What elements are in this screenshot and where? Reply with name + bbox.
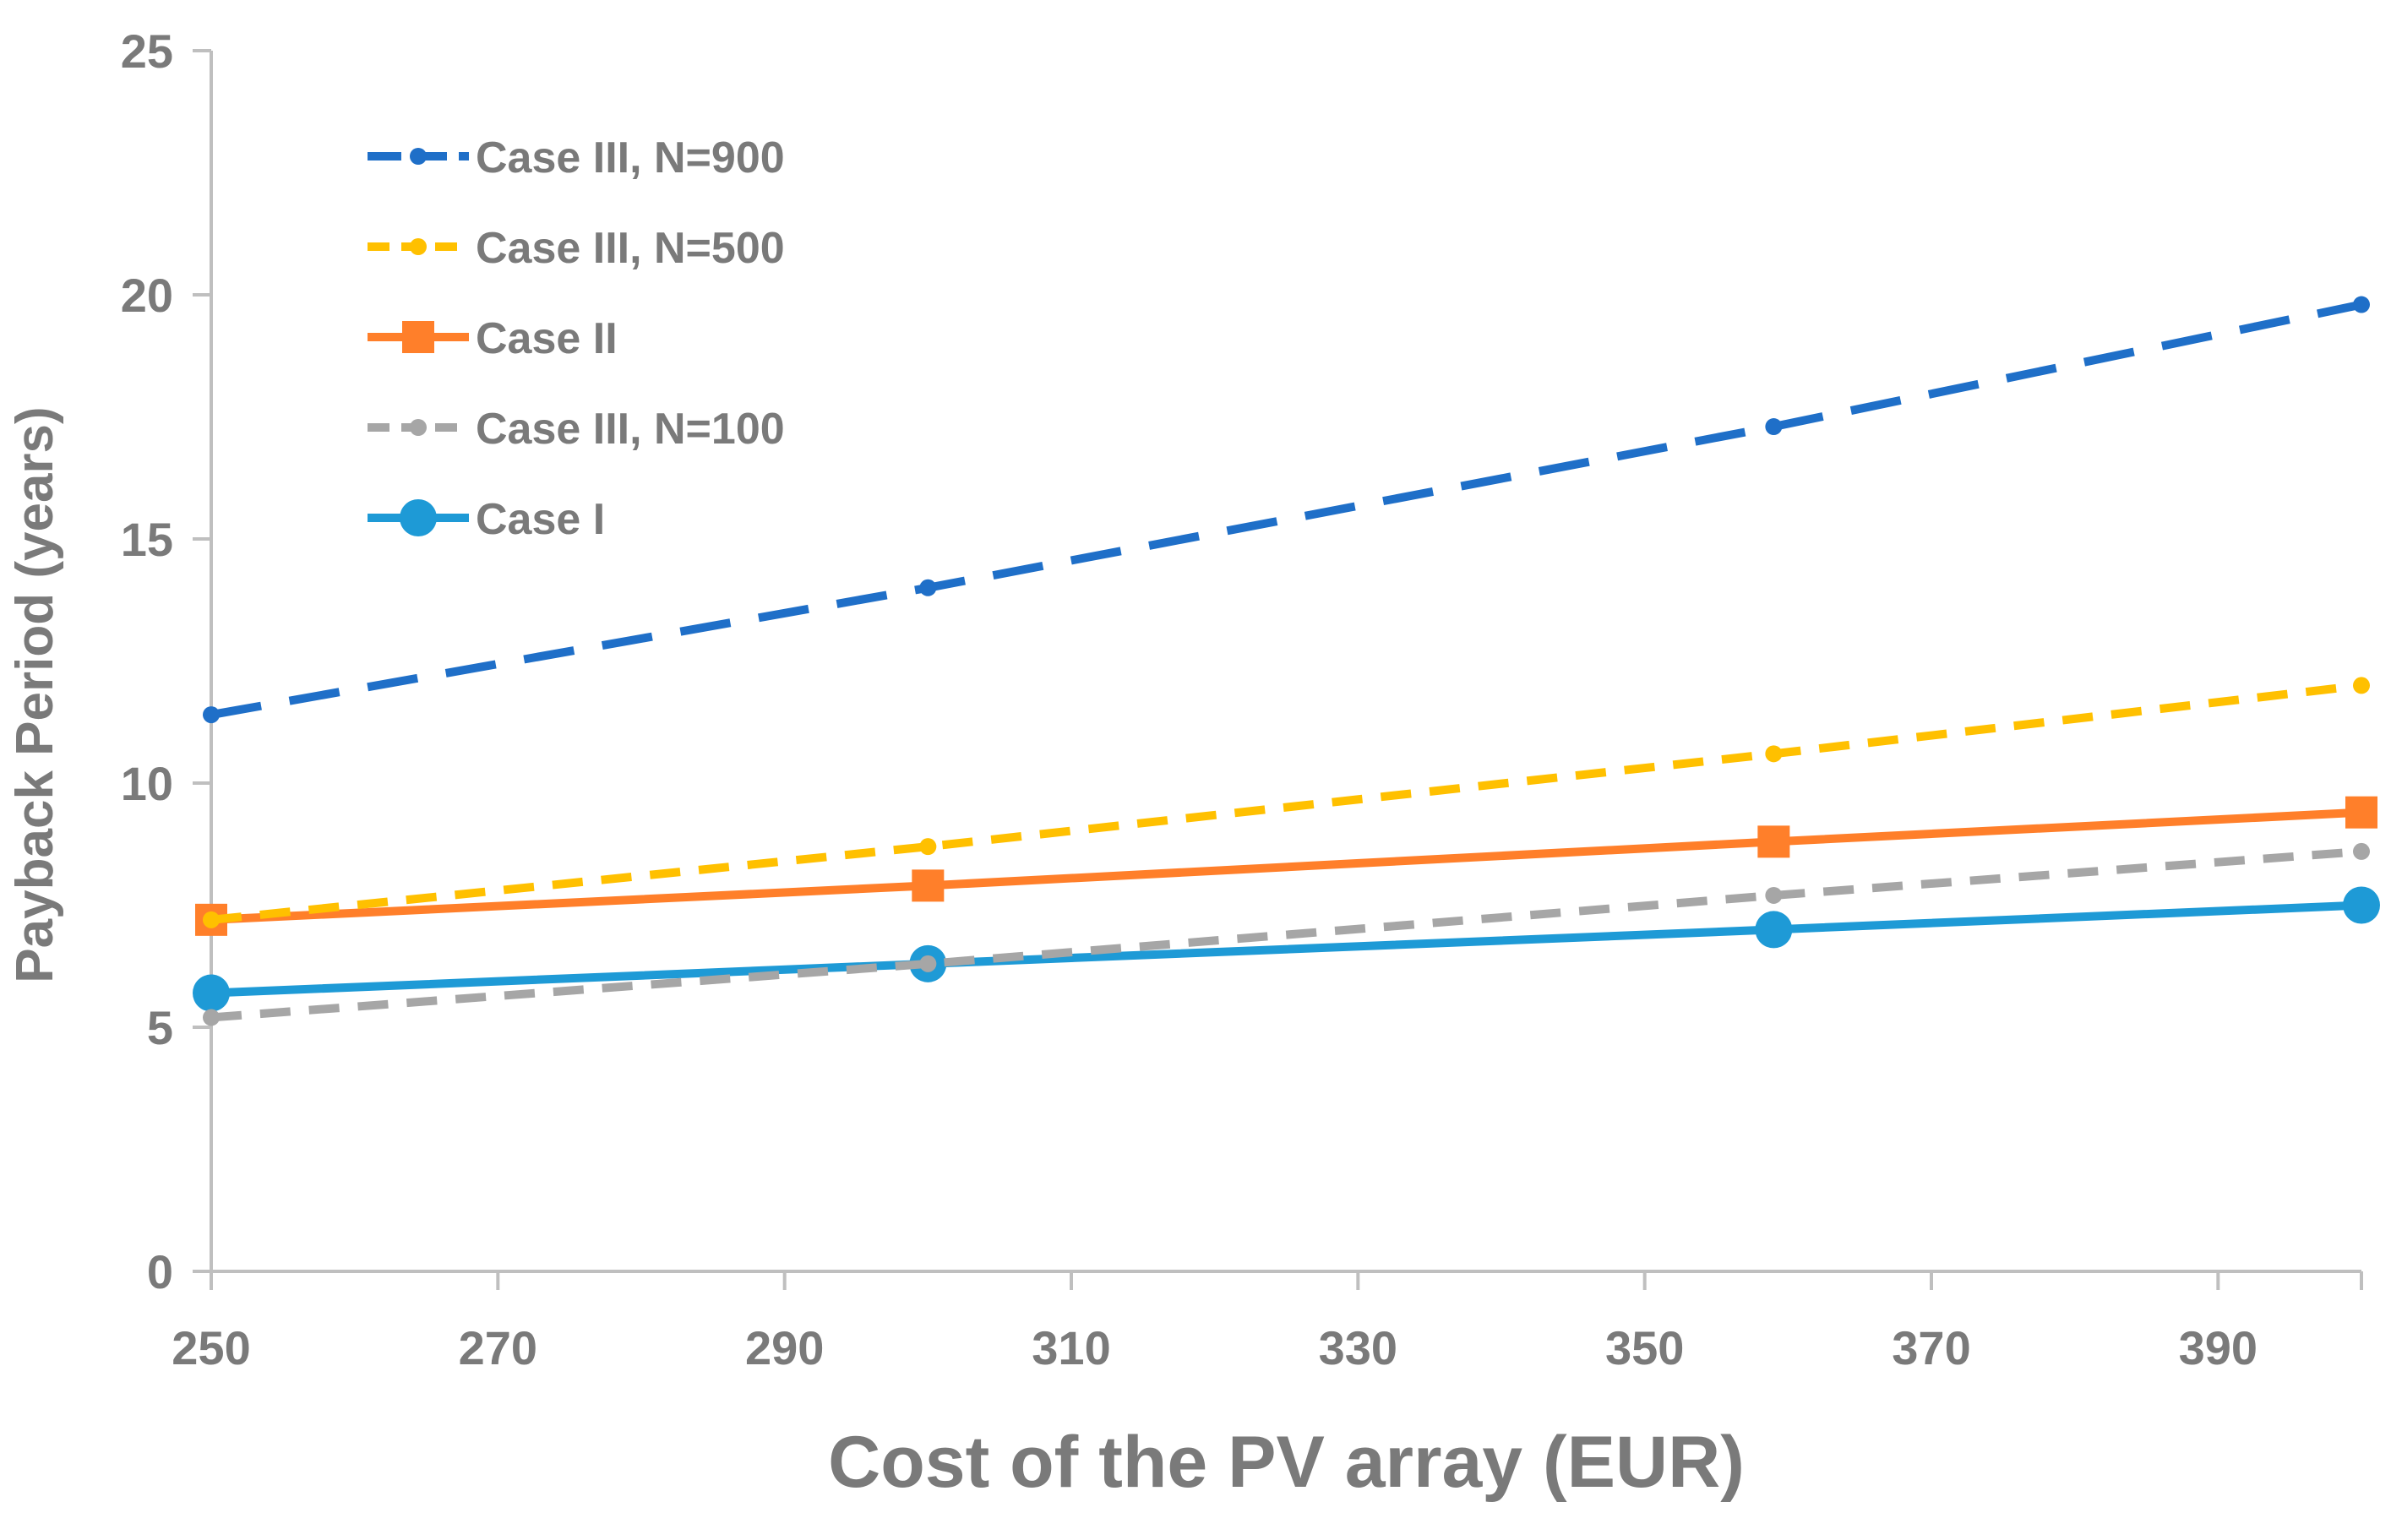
legend-label: Case III, N=500 [476,224,785,273]
x-tick-label: 310 [1032,1321,1110,1374]
x-tick-label: 330 [1319,1321,1397,1374]
legend: Case III, N=900 Case III, N=500 Case II Cas… [368,133,785,544]
y-tick-label: 5 [147,1001,173,1054]
y-tick-label: 15 [121,513,173,566]
series-line-case-iii-n-500 [210,681,2362,924]
data-point-case-iii-n-500 [2353,677,2370,694]
data-point-case-iii-n-100 [919,955,937,972]
series-line-case-iii-n-900 [210,300,2363,720]
data-point-case-ii [1757,825,1790,858]
legend-label: Case II [476,314,618,363]
legend-item-case-ii: Case II [368,314,618,363]
legend-swatch-marker [410,148,427,165]
x-tick-label: 250 [172,1321,250,1374]
data-point-case-iii-n-500 [1765,745,1783,763]
y-tick-label: 20 [121,269,173,322]
legend-item-case-iii-n-100: Case III, N=100 [368,405,785,454]
legend-label: Case I [476,495,605,544]
x-tick-label: 350 [1605,1321,1684,1374]
legend-item-case-iii-n-900: Case III, N=900 [368,133,785,182]
legend-label: Case III, N=900 [476,133,785,182]
x-tick-label: 290 [745,1321,824,1374]
data-point-case-i [193,974,230,1012]
data-point-case-iii-n-500 [919,838,937,856]
series-case-ii [195,796,2377,936]
legend-item-case-iii-n-500: Case III, N=500 [368,224,785,273]
plot-series [193,296,2380,1026]
data-point-case-iii-n-500 [203,911,220,928]
data-point-case-iii-n-900 [203,706,220,724]
x-axis-title: Cost of the PV array (EUR) [828,1422,1745,1503]
data-point-case-iii-n-900 [919,579,937,596]
legend-swatch-marker [410,419,427,436]
y-tick-label: 10 [121,757,173,810]
data-point-case-ii [912,869,945,902]
data-point-case-iii-n-100 [203,1009,220,1026]
data-point-case-ii [2345,796,2377,829]
series-case-iii-n-100 [203,842,2370,1026]
legend-item-case-i: Case I [368,495,605,544]
series-case-iii-n-500 [203,677,2370,928]
series-line-case-ii [210,808,2362,924]
series-line-case-iii-n-100 [210,846,2362,1022]
series-case-i [193,886,2380,1012]
x-tick-label: 390 [2179,1321,2258,1374]
series-line-case-i [210,901,2362,998]
data-point-case-iii-n-100 [1765,886,1783,904]
y-tick-label: 0 [147,1245,173,1298]
legend-label: Case III, N=100 [476,405,785,454]
data-point-case-iii-n-900 [1765,418,1783,436]
x-tick-label: 370 [1892,1321,1970,1374]
legend-swatch-marker [410,238,427,255]
series-case-iii-n-900 [203,296,2370,724]
axes: 0 5 10 15 20 25 250 270 290 310 330 350 370 390 [121,24,2363,1374]
data-point-case-i [1755,911,1793,949]
data-point-case-i [2343,886,2380,924]
y-tick-label: 25 [121,24,173,78]
data-point-case-iii-n-100 [2353,842,2370,860]
data-point-case-iii-n-900 [2353,296,2370,313]
legend-swatch-marker [402,321,434,353]
x-tick-label: 270 [459,1321,537,1374]
y-axis-title: Payback Period (years) [6,406,64,982]
legend-swatch-marker [400,499,437,536]
